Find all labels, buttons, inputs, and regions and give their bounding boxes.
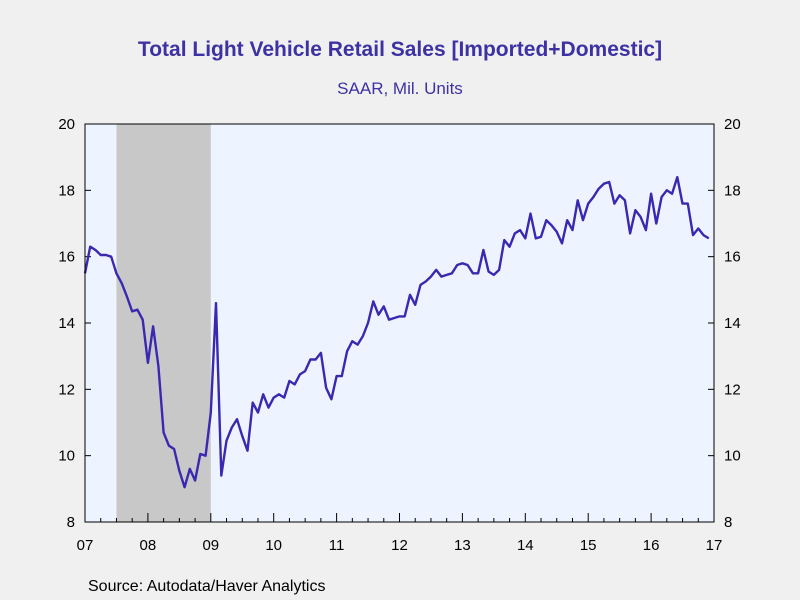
x-tick-label: 08 bbox=[140, 537, 157, 554]
y-tick-label-left: 14 bbox=[58, 315, 75, 332]
y-tick-label-right: 16 bbox=[724, 249, 741, 266]
y-tick-label-left: 20 bbox=[58, 116, 75, 133]
y-tick-label-left: 10 bbox=[58, 448, 75, 465]
x-axis: 07 08 09 10 11 12 13 14 15 16 17 bbox=[77, 513, 723, 554]
x-tick-label: 13 bbox=[454, 537, 471, 554]
y-tick-label-left: 18 bbox=[58, 182, 75, 199]
y-tick-label-right: 18 bbox=[724, 182, 741, 199]
y-axis-right: 8 10 12 14 16 18 20 bbox=[708, 116, 741, 531]
chart-title: Total Light Vehicle Retail Sales [Import… bbox=[137, 38, 663, 61]
x-tick-label: 07 bbox=[77, 537, 94, 554]
y-tick-label-right: 8 bbox=[724, 514, 732, 531]
x-tick-label: 15 bbox=[580, 537, 597, 554]
y-tick-label-right: 14 bbox=[724, 315, 741, 332]
x-tick-label: 17 bbox=[706, 537, 723, 554]
chart-source: Source: Autodata/Haver Analytics bbox=[88, 578, 326, 595]
x-tick-label: 09 bbox=[202, 537, 219, 554]
x-tick-label: 12 bbox=[391, 537, 408, 554]
y-tick-label-left: 16 bbox=[58, 249, 75, 266]
y-tick-label-left: 12 bbox=[58, 381, 75, 398]
y-tick-label-right: 10 bbox=[724, 448, 741, 465]
x-tick-label: 11 bbox=[329, 537, 345, 554]
y-tick-label-right: 12 bbox=[724, 381, 741, 398]
y-tick-label-right: 20 bbox=[724, 116, 741, 133]
plot-frame bbox=[84, 123, 715, 523]
series-line bbox=[83, 175, 710, 489]
x-tick-label: 10 bbox=[265, 537, 282, 554]
x-tick-label: 16 bbox=[643, 537, 660, 554]
x-tick-label: 14 bbox=[517, 537, 534, 554]
y-tick-label-left: 8 bbox=[67, 514, 75, 531]
recession-shading bbox=[116, 124, 211, 522]
y-axis-left: 8 10 12 14 16 18 20 bbox=[58, 116, 91, 531]
chart-subtitle: SAAR, Mil. Units bbox=[337, 79, 463, 98]
